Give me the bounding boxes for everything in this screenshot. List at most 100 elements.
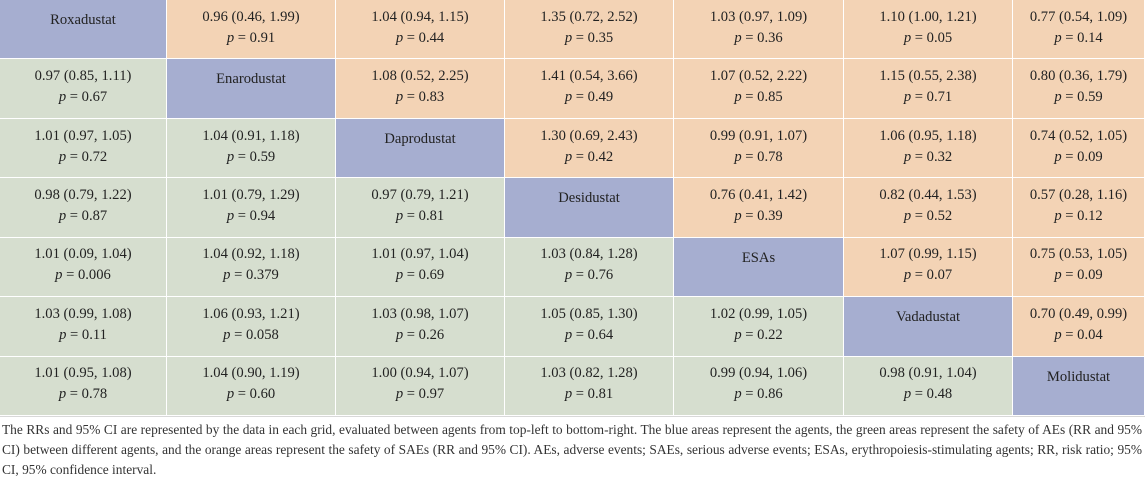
risk-ratio-ci: 0.97 (0.79, 1.21) <box>371 186 469 203</box>
ae-risk-ratio-cell: 1.03 (0.99, 1.08) p = 0.11 <box>0 297 167 357</box>
p-value-line: p = 0.39 <box>734 206 782 227</box>
p-value: 0.60 <box>249 386 276 403</box>
risk-ratio-ci: 1.04 (0.94, 1.15) <box>371 8 469 25</box>
p-symbol: p <box>1054 29 1062 46</box>
risk-ratio-ci: 1.07 (0.52, 2.22) <box>709 68 808 85</box>
p-equals: = <box>911 267 927 284</box>
risk-ratio-ci: 1.41 (0.54, 3.66) <box>540 68 638 85</box>
p-symbol: p <box>1054 207 1062 224</box>
p-value-line: p = 0.36 <box>734 28 782 49</box>
p-equals: = <box>66 148 82 165</box>
p-equals: = <box>911 148 927 165</box>
agent-label: Desidustat <box>558 190 620 207</box>
sae-risk-ratio-cell: 1.35 (0.72, 2.52) p = 0.35 <box>505 0 674 60</box>
ae-risk-ratio-cell: 0.98 (0.79, 1.22) p = 0.87 <box>0 178 167 238</box>
p-value-line: p = 0.76 <box>565 265 613 286</box>
p-symbol: p <box>564 29 573 46</box>
sae-risk-ratio-cell: 0.82 (0.44, 1.53) p = 0.52 <box>844 178 1013 238</box>
sae-risk-ratio-cell: 0.57 (0.28, 1.16) p = 0.12 <box>1013 178 1145 238</box>
p-equals: = <box>741 207 758 224</box>
p-value: 0.81 <box>418 207 445 224</box>
risk-ratio-ci: 0.99 (0.91, 1.07) <box>709 127 808 144</box>
sae-risk-ratio-cell: 1.08 (0.52, 2.25) p = 0.83 <box>336 59 505 119</box>
risk-ratio-ci: 1.03 (0.84, 1.28) <box>540 246 638 263</box>
risk-ratio-ci: 1.35 (0.72, 2.52) <box>540 8 638 25</box>
p-symbol: p <box>734 89 742 106</box>
risk-ratio-ci: 1.06 (0.93, 1.21) <box>202 305 300 322</box>
risk-ratio-ci: 1.10 (1.00, 1.21) <box>879 8 977 25</box>
p-value: 0.59 <box>249 148 276 165</box>
p-value: 0.48 <box>926 386 953 403</box>
agent-cell: Enarodustat <box>167 59 336 119</box>
p-value-line: p = 0.59 <box>227 147 275 168</box>
p-equals: = <box>1061 29 1078 46</box>
sae-risk-ratio-cell: 1.04 (0.94, 1.15) p = 0.44 <box>336 0 505 60</box>
p-equals: = <box>403 326 419 343</box>
p-value: 0.006 <box>77 267 111 284</box>
p-value: 0.64 <box>587 326 614 343</box>
p-value-line: p = 0.49 <box>565 87 613 108</box>
p-symbol: p <box>226 148 235 165</box>
risk-ratio-ci: 1.04 (0.91, 1.18) <box>202 127 300 144</box>
agent-cell: Vadadustat <box>844 297 1013 357</box>
p-value: 0.11 <box>81 326 107 343</box>
table-bottom-rule <box>0 416 1145 417</box>
ae-risk-ratio-cell: 1.01 (0.97, 1.04) p = 0.69 <box>336 237 505 298</box>
ae-risk-ratio-cell: 0.99 (0.94, 1.06) p = 0.86 <box>674 356 844 416</box>
p-equals: = <box>572 29 588 46</box>
sae-risk-ratio-cell: 1.15 (0.55, 2.38) p = 0.71 <box>844 59 1013 119</box>
table-footnote: The RRs and 95% CI are represented by th… <box>2 422 1142 477</box>
p-value-line: p = 0.14 <box>1054 28 1102 49</box>
p-value: 0.05 <box>926 29 953 46</box>
p-symbol: p <box>59 326 67 343</box>
p-equals: = <box>1061 148 1078 165</box>
p-value-line: p = 0.52 <box>904 206 952 227</box>
p-symbol: p <box>1054 148 1062 165</box>
p-equals: = <box>572 89 588 106</box>
ae-risk-ratio-cell: 1.02 (0.99, 1.05) p = 0.22 <box>674 297 844 357</box>
agent-label: Molidustat <box>1046 368 1111 385</box>
p-value-line: p = 0.64 <box>565 325 613 346</box>
ae-risk-ratio-cell: 0.97 (0.79, 1.21) p = 0.81 <box>336 178 505 238</box>
comparison-matrix-table: Roxadustat 0.96 (0.46, 1.99) p = 0.91 1.04 … <box>0 0 1145 416</box>
p-value: 0.81 <box>587 386 614 403</box>
risk-ratio-ci: 0.98 (0.79, 1.22) <box>34 186 132 203</box>
ae-risk-ratio-cell: 1.01 (0.95, 1.08) p = 0.78 <box>0 356 167 416</box>
p-value-line: p = 0.60 <box>227 384 275 405</box>
risk-ratio-ci: 0.82 (0.44, 1.53) <box>879 186 977 203</box>
p-value: 0.91 <box>249 29 276 46</box>
p-equals: = <box>741 29 758 46</box>
p-value-line: p = 0.09 <box>1054 147 1102 168</box>
p-equals: = <box>572 386 588 403</box>
risk-ratio-ci: 0.74 (0.52, 1.05) <box>1029 127 1128 144</box>
p-value: 0.44 <box>418 29 445 46</box>
p-value-line: p = 0.42 <box>565 147 613 168</box>
p-value-line: p = 0.87 <box>59 206 107 227</box>
p-value-line: p = 0.44 <box>396 28 444 49</box>
risk-ratio-ci: 1.01 (0.79, 1.29) <box>202 186 300 203</box>
sae-risk-ratio-cell: 1.10 (1.00, 1.21) p = 0.05 <box>844 0 1013 60</box>
p-symbol: p <box>734 207 742 224</box>
ae-risk-ratio-cell: 1.01 (0.97, 1.05) p = 0.72 <box>0 118 167 179</box>
p-equals: = <box>234 29 250 46</box>
ae-risk-ratio-cell: 0.98 (0.91, 1.04) p = 0.48 <box>844 356 1013 416</box>
p-value-line: p = 0.81 <box>565 384 613 405</box>
p-symbol: p <box>226 386 235 403</box>
p-value: 0.04 <box>1077 326 1103 343</box>
p-equals: = <box>911 207 927 224</box>
p-equals: = <box>66 89 82 106</box>
risk-ratio-ci: 1.03 (0.99, 1.08) <box>34 305 132 322</box>
p-equals: = <box>1061 89 1078 106</box>
ae-risk-ratio-cell: 1.06 (0.93, 1.21) p = 0.058 <box>167 297 336 357</box>
ae-risk-ratio-cell: 1.04 (0.92, 1.18) p = 0.379 <box>167 237 336 298</box>
risk-ratio-ci: 0.99 (0.94, 1.06) <box>709 365 808 382</box>
risk-ratio-ci: 1.01 (0.95, 1.08) <box>34 365 132 382</box>
p-symbol: p <box>395 386 404 403</box>
ae-risk-ratio-cell: 1.01 (0.09, 1.04) p = 0.006 <box>0 237 167 298</box>
p-value-line: p = 0.35 <box>565 28 613 49</box>
p-symbol: p <box>564 148 573 165</box>
ae-risk-ratio-cell: 1.04 (0.91, 1.18) p = 0.59 <box>167 118 336 179</box>
agent-label: Daprodustat <box>384 130 456 147</box>
risk-ratio-ci: 1.07 (0.99, 1.15) <box>879 246 977 263</box>
p-value-line: p = 0.006 <box>55 265 111 286</box>
